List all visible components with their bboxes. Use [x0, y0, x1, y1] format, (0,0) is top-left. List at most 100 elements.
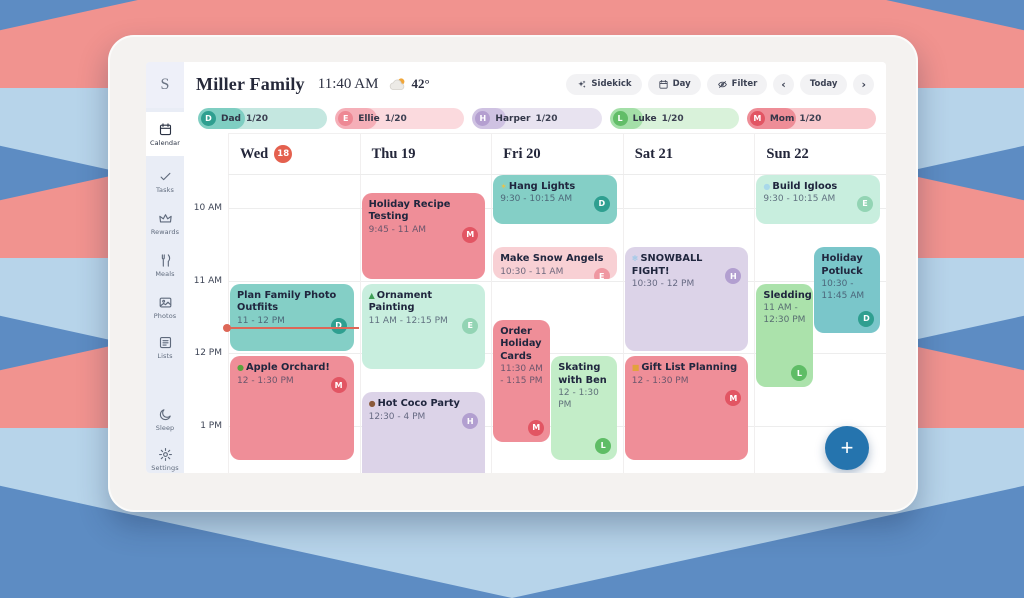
- member-name: Harper: [495, 114, 530, 124]
- filter-button[interactable]: Filter: [707, 74, 768, 95]
- temperature: 42°: [411, 76, 429, 92]
- hour-gridline: [228, 281, 886, 282]
- sidebar-item-rewards[interactable]: Rewards: [146, 204, 184, 242]
- sidebar-item-photos[interactable]: Photos: [146, 288, 184, 326]
- day-label: Thu 19: [372, 146, 416, 163]
- sidebar-item-label: Calendar: [150, 139, 180, 147]
- member-name: Dad: [221, 114, 241, 124]
- member-name: Ellie: [358, 114, 380, 124]
- member-avatar: L: [613, 111, 628, 126]
- member-avatar: D: [201, 111, 216, 126]
- member-chip-luke[interactable]: L Luke 1/20: [610, 108, 739, 129]
- event-member-avatar: D: [331, 318, 347, 334]
- day-label: Wed: [240, 146, 268, 163]
- sidebar-item-calendar[interactable]: Calendar: [146, 112, 184, 156]
- column-separator: [623, 175, 624, 473]
- prev-button-label: ‹: [781, 78, 786, 91]
- sidebar-item-label: Settings: [151, 464, 178, 472]
- filter-icon: [717, 79, 728, 90]
- member-name: Luke: [633, 114, 657, 124]
- event-title-text: Holiday Recipe Testing: [369, 199, 451, 223]
- event-title-text: Hang Lights: [509, 181, 575, 192]
- clock-text: 11:40 AM: [318, 76, 379, 93]
- event-time: 12 - 1:30 PM: [632, 376, 742, 388]
- day-button[interactable]: Day: [648, 74, 701, 95]
- day-header-2[interactable]: Fri 20: [491, 134, 623, 174]
- event-title-text: Holiday Potluck: [821, 253, 862, 277]
- today-date-badge: 18: [274, 145, 292, 163]
- sidebar-item-sleep[interactable]: Sleep: [146, 400, 184, 438]
- day-header-1[interactable]: Thu 19: [360, 134, 492, 174]
- event-title: Order Holiday Cards: [500, 326, 543, 364]
- event-title-text: Ornament Painting: [369, 290, 432, 314]
- prev-button[interactable]: ‹: [773, 74, 794, 95]
- column-separator: [491, 175, 492, 473]
- member-score: 1/20: [385, 114, 407, 124]
- tree-icon: ▲: [369, 291, 375, 300]
- sidebar-item-meals[interactable]: Meals: [146, 246, 184, 284]
- add-event-button[interactable]: +: [825, 426, 869, 470]
- day-header-3[interactable]: Sat 21: [623, 134, 755, 174]
- sidekick-button[interactable]: Sidekick: [566, 74, 641, 95]
- event-title-text: Skating with Ben: [558, 362, 607, 386]
- event-title: ▲Ornament Painting: [369, 290, 479, 315]
- day-header-0[interactable]: Wed 18: [228, 134, 360, 174]
- event-title: ●Build Igloos: [763, 181, 873, 194]
- weather-cloud-icon: [388, 76, 408, 92]
- day-header-row: Wed 18 Thu 19 Fri 20 Sat 21 Sun 22: [228, 133, 886, 175]
- event-time: 11:30 AM - 1:15 PM: [500, 364, 543, 387]
- sidebar-item-lists[interactable]: Lists: [146, 328, 184, 366]
- sparkle-icon: ✶: [500, 182, 507, 191]
- member-score: 1/20: [662, 114, 684, 124]
- event-title-text: Gift List Planning: [641, 362, 737, 373]
- event-title: Holiday Potluck: [821, 253, 873, 278]
- next-button[interactable]: ›: [853, 74, 874, 95]
- event-member-avatar: M: [725, 390, 741, 406]
- column-separator: [360, 175, 361, 473]
- event-title-text: Build Igloos: [772, 181, 837, 192]
- day-label: Fri 20: [503, 146, 540, 163]
- weather: 42°: [388, 76, 429, 92]
- day-header-4[interactable]: Sun 22: [754, 134, 886, 174]
- event-title-text: Apple Orchard!: [246, 362, 330, 373]
- sidebar-item-settings[interactable]: Settings: [146, 440, 184, 473]
- event-title-text: Plan Family Photo Outfiits: [237, 290, 336, 314]
- event-time: 12 - 1:30 PM: [558, 388, 610, 411]
- sidebar-item-tasks[interactable]: Tasks: [146, 162, 184, 200]
- tasks-icon: [158, 169, 173, 184]
- sidebar-item-label: Sleep: [156, 424, 175, 432]
- sidebar-item-label: Photos: [154, 312, 177, 320]
- today-button-label: Today: [810, 79, 838, 89]
- event-member-avatar: M: [528, 420, 544, 436]
- sidebar-item-label: Meals: [155, 270, 174, 278]
- event-member-avatar: D: [594, 196, 610, 212]
- filter-button-label: Filter: [732, 79, 758, 89]
- day-icon: [658, 79, 669, 90]
- event-member-avatar: M: [331, 377, 347, 393]
- next-button-label: ›: [861, 78, 866, 91]
- rewards-icon: [158, 211, 173, 226]
- photos-icon: [158, 295, 173, 310]
- today-button[interactable]: Today: [800, 74, 848, 95]
- day-label: Sun 22: [766, 146, 808, 163]
- sidekick-button-label: Sidekick: [591, 79, 631, 89]
